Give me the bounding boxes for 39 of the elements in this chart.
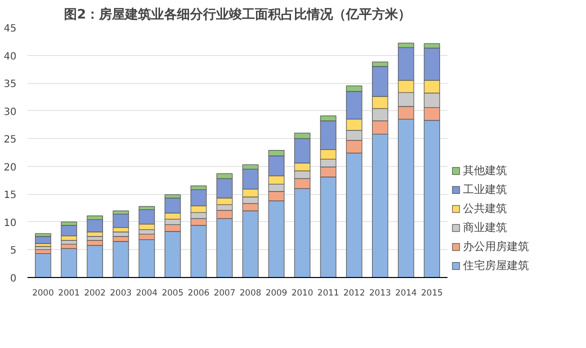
x-tick-label: 2003 (110, 288, 132, 298)
x-tick-label: 2015 (421, 288, 443, 298)
y-tick-label: 20 (4, 162, 17, 174)
legend-label: 办公用房建筑 (463, 239, 529, 254)
x-tick-label: 2013 (369, 288, 391, 298)
legend-label: 商业建筑 (463, 220, 507, 235)
legend-label: 其他建筑 (463, 163, 507, 178)
y-tick-label: 0 (10, 274, 17, 284)
y-tick-label: 45 (4, 24, 17, 34)
y-tick-label: 40 (4, 51, 17, 62)
chart-title: 图2：房屋建筑业各细分行业竣工面积占比情况（亿平方米） (64, 6, 412, 22)
y-tick-label: 5 (10, 246, 17, 257)
y-tick-label: 35 (4, 79, 17, 90)
bar (60, 248, 78, 278)
bar (34, 236, 52, 244)
y-tick-label: 25 (4, 134, 17, 146)
y-tick-label: 15 (4, 190, 17, 202)
bar (86, 219, 103, 232)
y-tick-label: 10 (4, 218, 17, 229)
x-tick-label: 2000 (32, 288, 54, 298)
x-tick-label: 2007 (214, 288, 236, 298)
x-tick-label: 2006 (188, 288, 210, 298)
x-tick-label: 2010 (292, 288, 314, 298)
x-tick-label: 2001 (58, 288, 80, 298)
x-tick-label: 2005 (162, 288, 184, 298)
x-tick-label: 2004 (136, 288, 158, 298)
x-tick-label: 2002 (84, 288, 106, 298)
x-tick-label: 2012 (343, 288, 365, 298)
bar (60, 224, 78, 236)
bar (86, 244, 103, 278)
bar (34, 253, 52, 278)
x-tick-label: 2014 (395, 288, 417, 298)
x-tick-label: 2008 (240, 288, 262, 298)
x-tick-label: 2009 (266, 288, 288, 298)
x-tick-label: 2011 (317, 288, 340, 298)
legend-label: 公共建筑 (463, 201, 507, 216)
y-tick-label: 30 (4, 106, 17, 118)
legend-label: 住宅房屋建筑 (463, 258, 529, 273)
legend-label: 工业建筑 (463, 182, 507, 197)
